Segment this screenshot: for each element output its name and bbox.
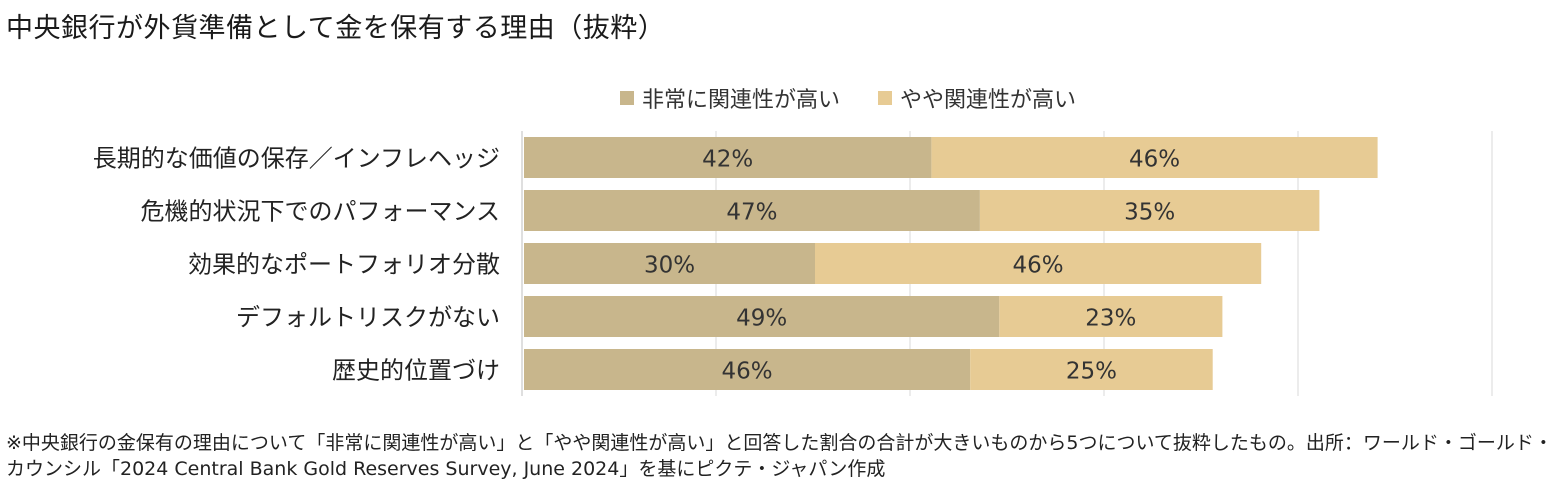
bar-segment — [999, 296, 1223, 337]
data-label: 42% — [702, 147, 753, 173]
category-label: デフォルトリスクがない — [236, 304, 500, 332]
legend-item-very-high: 非常に関連性が高い — [620, 82, 840, 114]
data-label: 25% — [1066, 359, 1117, 385]
bar-segment — [524, 296, 1000, 337]
data-label: 49% — [736, 306, 787, 332]
category-label: 危機的状況下でのパフォーマンス — [140, 198, 500, 226]
data-label: 30% — [644, 253, 695, 279]
data-label: 35% — [1124, 200, 1175, 226]
data-label: 46% — [1129, 147, 1180, 173]
data-label: 23% — [1085, 306, 1136, 332]
bar-segment — [815, 243, 1262, 284]
data-label: 46% — [722, 359, 773, 385]
data-label: 47% — [726, 200, 777, 226]
bar-segment — [524, 349, 971, 390]
bar-segment — [524, 190, 980, 231]
legend-swatch-very-high — [620, 91, 634, 105]
chart-title: 中央銀行が外貨準備として金を保有する理由（抜粋） — [6, 13, 666, 44]
bar-segment — [524, 137, 932, 178]
bar-segment — [970, 349, 1213, 390]
bar-chart: 長期的な価値の保存／インフレヘッジ 42% 46% 危機的状況下でのパフォーマンス 47… — [93, 131, 1493, 396]
legend-label-somewhat-high: やや関連性が高い — [900, 88, 1077, 113]
category-label: 効果的なポートフォリオ分散 — [188, 251, 500, 279]
legend-item-somewhat-high: やや関連性が高い — [878, 82, 1076, 114]
footnote: ※中央銀行の金保有の理由について「非常に関連性が高い」と「やや関連性が高い」と回… — [6, 432, 1553, 480]
data-label: 46% — [1013, 253, 1064, 279]
category-label: 長期的な価値の保存／インフレヘッジ — [93, 145, 500, 173]
bar-segment — [979, 190, 1320, 231]
legend: 非常に関連性が高い やや関連性が高い — [620, 82, 1114, 114]
bar-segment — [524, 243, 815, 284]
legend-label-very-high: 非常に関連性が高い — [642, 88, 841, 113]
legend-swatch-somewhat-high — [878, 91, 893, 105]
bar-segment — [931, 137, 1378, 178]
category-label: 歴史的位置づけ — [332, 357, 500, 385]
